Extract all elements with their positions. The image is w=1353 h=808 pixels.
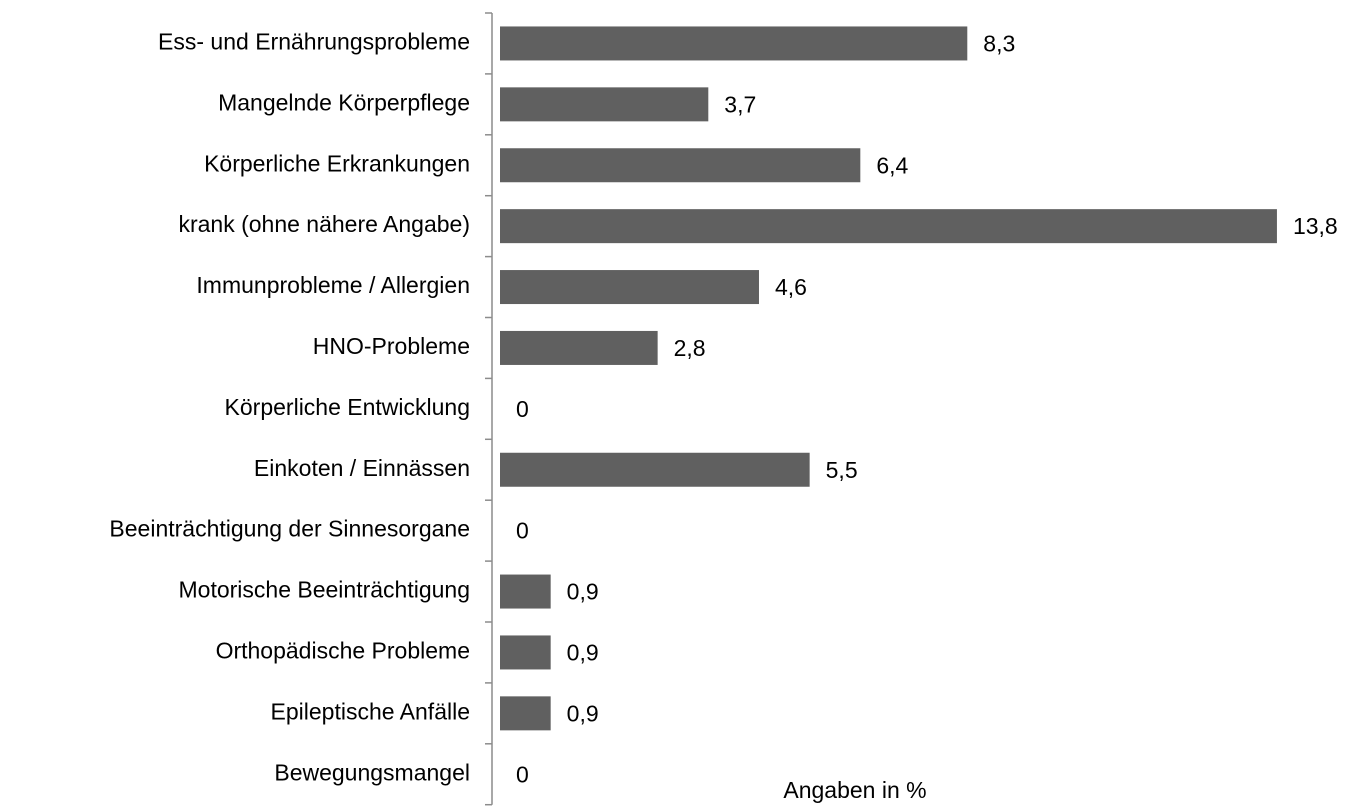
category-label: HNO-Probleme — [313, 333, 470, 359]
value-label: 0 — [516, 761, 529, 787]
bar — [500, 209, 1277, 244]
category-label: Ess- und Ernährungsprobleme — [158, 29, 470, 55]
value-label: 0,9 — [567, 579, 599, 605]
category-label: krank (ohne nähere Angabe) — [178, 211, 470, 237]
value-label: 0 — [516, 396, 529, 422]
bar — [500, 696, 551, 731]
category-label: Körperliche Erkrankungen — [204, 150, 470, 176]
value-label: 5,5 — [826, 457, 858, 483]
category-label: Immunprobleme / Allergien — [196, 272, 470, 298]
bar — [500, 452, 810, 487]
bar — [500, 26, 968, 61]
bar — [500, 330, 658, 365]
bar — [500, 270, 759, 305]
category-label: Körperliche Entwicklung — [225, 394, 470, 420]
value-label: 13,8 — [1293, 213, 1338, 239]
value-label: 6,4 — [876, 152, 908, 178]
value-label: 0,9 — [567, 700, 599, 726]
bar — [500, 87, 709, 122]
value-label: 2,8 — [674, 335, 706, 361]
category-label: Mangelnde Körperpflege — [218, 89, 470, 115]
value-label: 0 — [516, 518, 529, 544]
category-label: Motorische Beeinträchtigung — [179, 577, 471, 603]
value-label: 0,9 — [567, 640, 599, 666]
value-label: 3,7 — [724, 91, 756, 117]
bar — [500, 635, 551, 670]
value-label: 4,6 — [775, 274, 807, 300]
bar — [500, 574, 551, 609]
category-label: Bewegungsmangel — [274, 759, 470, 785]
category-label: Beeinträchtigung der Sinnesorgane — [109, 516, 470, 542]
bar — [500, 148, 861, 183]
category-label: Einkoten / Einnässen — [254, 455, 470, 481]
category-label: Epileptische Anfälle — [271, 698, 470, 724]
x-axis-label: Angaben in % — [783, 777, 926, 803]
value-label: 8,3 — [983, 31, 1015, 57]
category-label: Orthopädische Probleme — [216, 638, 470, 664]
